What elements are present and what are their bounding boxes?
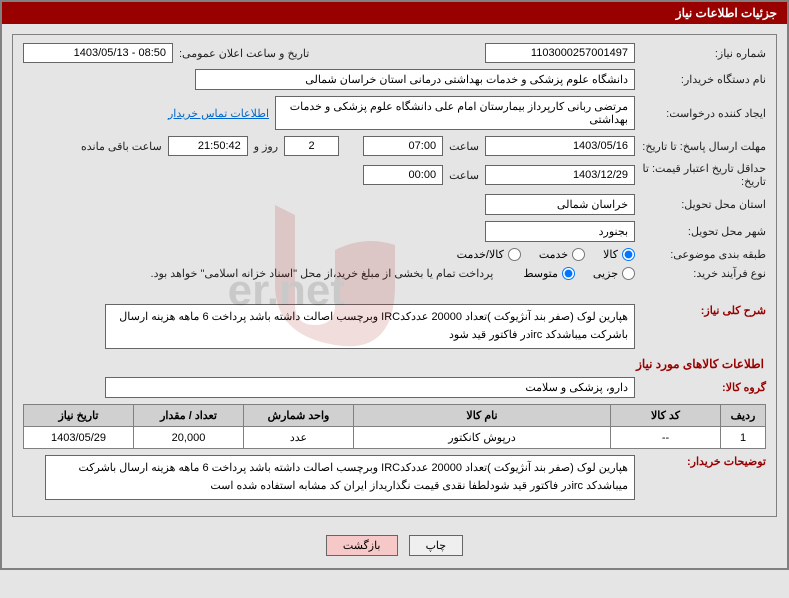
field-requester: مرتضی ربانی کارپرداز بیمارستان امام علی … [275,96,635,130]
goods-table: ردیف کد کالا نام کالا واحد شمارش تعداد /… [23,404,766,449]
td-qty: 20,000 [134,427,244,449]
field-remaining-days: 2 [284,136,339,156]
label-need-no: شماره نیاز: [641,47,766,60]
row-need-no: شماره نیاز: 1103000257001497 تاریخ و ساع… [23,43,766,63]
radio-service[interactable]: خدمت [539,248,585,261]
label-remaining: ساعت باقی مانده [81,140,162,153]
field-city: بجنورد [485,221,635,242]
th-name: نام کالا [354,405,611,427]
content: Tender.net شماره نیاز: 1103000257001497 … [2,24,787,568]
radio-partial-input[interactable] [622,267,635,280]
radio-group-proc: جزیی متوسط [523,267,635,280]
footer-buttons: چاپ بازگشت [12,527,777,558]
label-time-1: ساعت [449,140,479,153]
td-unit: عدد [244,427,354,449]
row-category: طبقه بندی موضوعی: کالا خدمت کالا/خدمت [23,248,766,261]
window: جزئیات اطلاعات نیاز Tender.net شماره نیا… [0,0,789,570]
label-deadline: مهلت ارسال پاسخ: تا تاریخ: [641,140,766,153]
row-province: استان محل تحویل: خراسان شمالی [23,194,766,215]
radio-medium-label: متوسط [523,267,558,280]
td-row: 1 [721,427,766,449]
main-panel: Tender.net شماره نیاز: 1103000257001497 … [12,34,777,517]
row-buyer-notes: توضیحات خریدار: هپارین لوک (صفر بند آنژی… [23,455,766,500]
row-buyer-org: نام دستگاه خریدار: دانشگاه علوم پزشکی و … [23,69,766,90]
radio-group-category: کالا خدمت کالا/خدمت [457,248,635,261]
radio-both-label: کالا/خدمت [457,248,504,261]
radio-partial[interactable]: جزیی [593,267,635,280]
proc-note: پرداخت تمام یا بخشی از مبلغ خرید،از محل … [151,267,494,280]
label-buyer-notes: توضیحات خریدار: [641,455,766,468]
label-goods-group: گروه کالا: [641,381,766,394]
th-unit: واحد شمارش [244,405,354,427]
field-validity-date: 1403/12/29 [485,165,635,185]
field-need-no: 1103000257001497 [485,43,635,63]
label-days-and: روز و [254,140,278,153]
field-buyer-notes: هپارین لوک (صفر بند آنژیوکت )تعداد 20000… [45,455,635,500]
label-need-desc: شرح کلی نیاز: [641,304,766,317]
label-proc-type: نوع فرآیند خرید: [641,267,766,280]
row-validity: حداقل تاریخ اعتبار قیمت: تا تاریخ: 1403/… [23,162,766,188]
label-category: طبقه بندی موضوعی: [641,248,766,261]
print-button[interactable]: چاپ [409,535,464,556]
field-deadline-time: 07:00 [363,136,443,156]
field-remaining-time: 21:50:42 [168,136,248,156]
field-need-desc: هپارین لوک (صفر بند آنژیوکت )تعداد 20000… [105,304,635,349]
label-validity: حداقل تاریخ اعتبار قیمت: تا تاریخ: [641,162,766,188]
radio-service-input[interactable] [572,248,585,261]
field-announce: 08:50 - 1403/05/13 [23,43,173,63]
th-code: کد کالا [611,405,721,427]
radio-goods-input[interactable] [622,248,635,261]
radio-medium[interactable]: متوسط [523,267,575,280]
td-code: -- [611,427,721,449]
title-text: جزئیات اطلاعات نیاز [676,6,777,20]
label-requester: ایجاد کننده درخواست: [641,107,766,120]
th-row: ردیف [721,405,766,427]
radio-service-label: خدمت [539,248,568,261]
field-province: خراسان شمالی [485,194,635,215]
th-date: تاریخ نیاز [24,405,134,427]
radio-partial-label: جزیی [593,267,618,280]
td-name: درپوش کانکتور [354,427,611,449]
table-header-row: ردیف کد کالا نام کالا واحد شمارش تعداد /… [24,405,766,427]
row-requester: ایجاد کننده درخواست: مرتضی ربانی کارپردا… [23,96,766,130]
field-goods-group: دارو، پزشکی و سلامت [105,377,635,398]
table-row: 1 -- درپوش کانکتور عدد 20,000 1403/05/29 [24,427,766,449]
radio-medium-input[interactable] [562,267,575,280]
label-time-2: ساعت [449,169,479,182]
label-province: استان محل تحویل: [641,198,766,211]
row-goods-group: گروه کالا: دارو، پزشکی و سلامت [23,377,766,398]
radio-both[interactable]: کالا/خدمت [457,248,521,261]
label-city: شهر محل تحویل: [641,225,766,238]
field-buyer-org: دانشگاه علوم پزشکی و خدمات بهداشتی درمان… [195,69,635,90]
titlebar: جزئیات اطلاعات نیاز [2,2,787,24]
radio-goods-label: کالا [603,248,618,261]
label-announce: تاریخ و ساعت اعلان عمومی: [179,47,309,60]
row-deadline: مهلت ارسال پاسخ: تا تاریخ: 1403/05/16 سا… [23,136,766,156]
back-button[interactable]: بازگشت [326,535,398,556]
section-goods-info: اطلاعات کالاهای مورد نیاز [25,357,764,371]
field-deadline-date: 1403/05/16 [485,136,635,156]
label-buyer-org: نام دستگاه خریدار: [641,73,766,86]
th-qty: تعداد / مقدار [134,405,244,427]
row-need-desc: شرح کلی نیاز: هپارین لوک (صفر بند آنژیوک… [23,304,766,349]
field-validity-time: 00:00 [363,165,443,185]
td-date: 1403/05/29 [24,427,134,449]
radio-both-input[interactable] [508,248,521,261]
contact-link[interactable]: اطلاعات تماس خریدار [168,107,269,120]
radio-goods[interactable]: کالا [603,248,635,261]
row-city: شهر محل تحویل: بجنورد [23,221,766,242]
row-proc-type: نوع فرآیند خرید: جزیی متوسط پرداخت تمام … [23,267,766,280]
